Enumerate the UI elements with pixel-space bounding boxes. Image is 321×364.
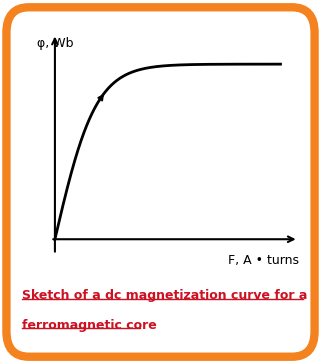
Text: ferromagnetic core: ferromagnetic core: [22, 318, 157, 332]
Text: φ, Wb: φ, Wb: [37, 37, 74, 50]
Text: F, A • turns: F, A • turns: [228, 254, 299, 268]
Text: Sketch of a dc magnetization curve for a: Sketch of a dc magnetization curve for a: [22, 289, 308, 302]
